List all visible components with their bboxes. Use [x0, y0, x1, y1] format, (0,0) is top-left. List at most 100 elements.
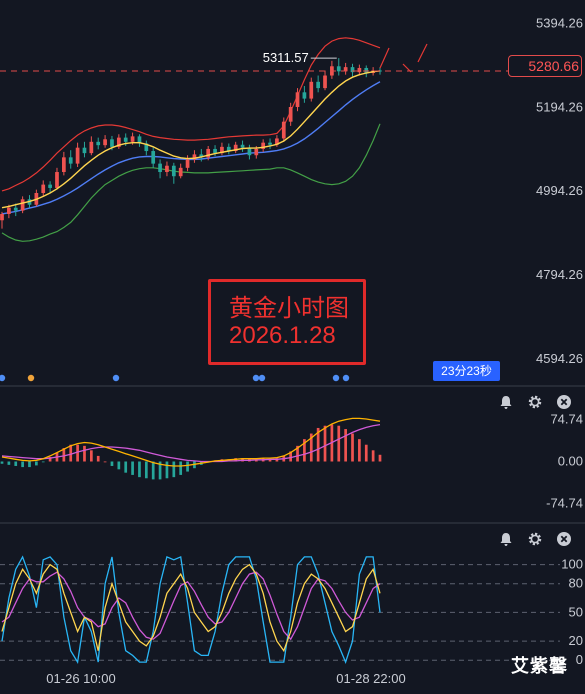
- stochastic-axis-tick: 0: [576, 652, 583, 667]
- oscillator-histogram-bar: [0, 461, 4, 464]
- event-marker-dot: [27, 374, 35, 382]
- oscillator-histogram-bar: [268, 459, 272, 462]
- stochastic-axis-tick: 100: [561, 557, 583, 572]
- candle-body: [103, 139, 107, 146]
- price-axis-tick: 5394.26: [536, 15, 583, 30]
- candle-body: [55, 172, 59, 188]
- oscillator-histogram-bar: [172, 461, 176, 478]
- candle-body: [295, 92, 300, 107]
- oscillator-histogram-bar: [289, 451, 293, 462]
- stochastic-axis-tick: 20: [569, 633, 583, 648]
- time-axis-label: 01-26 10:00: [46, 671, 115, 686]
- oscillator-histogram-bar: [48, 457, 52, 462]
- candle-body: [137, 136, 142, 144]
- candle-body: [192, 154, 197, 160]
- oscillator-histogram-bar: [41, 461, 45, 463]
- candle-body: [178, 167, 183, 177]
- candle-body: [158, 163, 162, 173]
- candle-body: [13, 207, 18, 211]
- candle-body: [123, 137, 128, 142]
- oscillator-histogram-bar: [344, 429, 347, 462]
- oscillator-histogram-bar: [364, 444, 368, 462]
- oscillator-histogram-bar: [76, 444, 79, 462]
- bell-icon[interactable]: [498, 531, 514, 547]
- projection-stroke: [417, 43, 428, 63]
- candle-body: [288, 106, 293, 122]
- projection-stroke: [402, 63, 412, 73]
- oscillator-histogram-bar: [358, 439, 361, 462]
- watermark-box: 黄金小时图 2026.1.28: [208, 279, 366, 365]
- candle-body: [20, 199, 25, 211]
- oscillator-histogram-bar: [14, 461, 18, 466]
- oscillator-dea-line: [1, 423, 381, 463]
- candle-body: [220, 146, 224, 154]
- oscillator-histogram-bar: [35, 461, 38, 466]
- oscillator-histogram-bar: [69, 444, 73, 462]
- time-axis-label: 01-28 22:00: [336, 671, 405, 686]
- stochastic-axis-tick: 50: [569, 604, 583, 619]
- oscillator-histogram-bar: [351, 433, 354, 462]
- candle-body: [75, 147, 80, 164]
- candle-body: [171, 165, 176, 177]
- oscillator-histogram-bar: [96, 455, 100, 462]
- candle-body: [268, 142, 272, 145]
- oscillator-histogram-bar: [83, 445, 86, 462]
- candle-body: [233, 144, 238, 152]
- candle-body: [151, 151, 156, 164]
- candle-body: [309, 81, 314, 99]
- oscillator-dif-line: [1, 417, 381, 467]
- stochastic-j-line: [1, 555, 381, 664]
- gear-icon[interactable]: [527, 394, 543, 410]
- oscillator-histogram-bar: [309, 433, 313, 462]
- last-price-tag: 5280.66: [508, 55, 582, 77]
- event-marker-dot: [342, 374, 350, 382]
- price-axis-tick: 4594.26: [536, 351, 583, 366]
- candle-body: [130, 136, 135, 142]
- candle-countdown: 23分23秒: [433, 361, 500, 381]
- projection-stroke: [379, 47, 390, 69]
- candle-body: [116, 137, 121, 147]
- stochastic-k-line: [1, 563, 381, 653]
- candle-body: [7, 207, 11, 214]
- candle-body: [199, 154, 204, 158]
- oscillator-histogram-bar: [296, 445, 299, 462]
- close-icon[interactable]: [556, 394, 572, 410]
- moving-average-slow-line: [1, 81, 381, 215]
- bell-icon[interactable]: [498, 394, 514, 410]
- candle-body: [350, 67, 355, 73]
- candle-body: [240, 144, 245, 148]
- oscillator-histogram-bar: [165, 461, 169, 479]
- event-marker-dot: [258, 374, 266, 382]
- close-icon[interactable]: [556, 531, 572, 547]
- candle-body: [96, 141, 101, 146]
- candle-body: [89, 141, 94, 154]
- candle-body: [61, 157, 66, 173]
- candle-body: [254, 148, 259, 156]
- oscillator-histogram-bar: [337, 425, 341, 462]
- event-marker-dot: [112, 374, 120, 382]
- candle-body: [185, 159, 190, 168]
- oscillator-histogram-bar: [7, 461, 11, 465]
- oscillator-axis-tick: -74.74: [546, 495, 583, 510]
- oscillator-histogram-bar: [103, 461, 107, 463]
- watermark-date: 2026.1.28: [229, 322, 336, 349]
- oscillator-axis-tick: 0.00: [558, 454, 583, 469]
- candle-body: [226, 146, 231, 152]
- last-price-value: 5280.66: [528, 58, 579, 74]
- candle-body: [206, 148, 211, 158]
- oscillator-histogram-bar: [158, 461, 162, 480]
- oscillator-histogram-bar: [89, 450, 93, 462]
- candle-body: [364, 67, 369, 74]
- oscillator-histogram-bar: [21, 461, 24, 468]
- event-marker-dot: [0, 374, 6, 382]
- candle-body: [213, 148, 217, 154]
- gear-icon[interactable]: [527, 531, 543, 547]
- oscillator-histogram-bar: [179, 461, 183, 475]
- price-axis-tick: 4794.26: [536, 267, 583, 282]
- bollinger-lower-line: [1, 123, 381, 242]
- candle-body: [165, 165, 169, 173]
- candle-body: [0, 213, 4, 221]
- event-marker-dot: [332, 374, 340, 382]
